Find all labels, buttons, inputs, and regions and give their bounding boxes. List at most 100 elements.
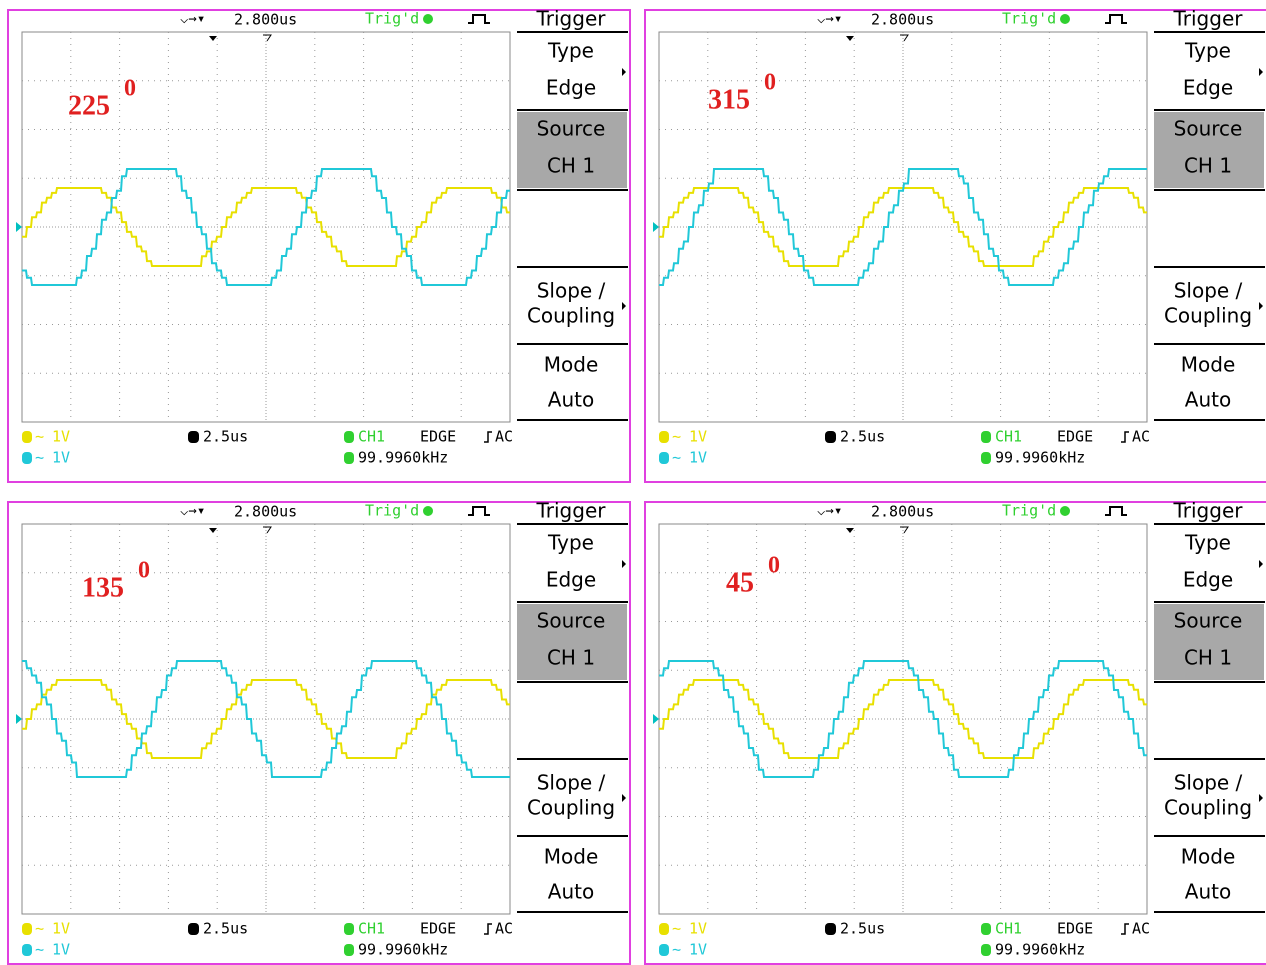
ch-coupling-icon: ∼: [672, 428, 681, 446]
menu-item[interactable]: Slope /Coupling: [1164, 771, 1252, 820]
menu-title: Trigger: [1173, 7, 1244, 31]
phase-label: 135: [82, 572, 124, 603]
menu-label: Slope /: [1174, 771, 1243, 795]
phase-label: 45: [726, 567, 754, 598]
menu-value: Coupling: [1164, 304, 1252, 328]
timebase: 2.5us: [203, 428, 248, 446]
menu-label: Mode: [1181, 353, 1236, 377]
ch2-badge: [22, 944, 32, 956]
menu-label: Type: [547, 39, 594, 63]
trigger-type: EDGE: [420, 428, 456, 446]
menu-value: Auto: [1185, 388, 1231, 412]
trigger-position-icon: ⌵→▾: [817, 11, 842, 27]
menu-title: Trigger: [536, 499, 607, 523]
ch-coupling-icon: ∼: [672, 920, 681, 938]
menu-label: Mode: [1181, 845, 1236, 869]
frequency-badge: [981, 944, 991, 956]
phase-superscript: 0: [768, 553, 780, 579]
trigger-badge: [981, 923, 991, 935]
trigger-position-icon: ⌵→▾: [180, 11, 205, 27]
timebase: 2.5us: [840, 920, 885, 938]
phase-label: 315: [708, 84, 750, 115]
coupling: AC: [1132, 428, 1150, 446]
ch1-scale: 1V: [52, 428, 70, 446]
timebase: 2.5us: [203, 920, 248, 938]
menu-title: Trigger: [1173, 499, 1244, 523]
ch2-scale: 1V: [689, 941, 707, 959]
ch1-badge: [659, 431, 669, 443]
ch2-scale: 1V: [52, 941, 70, 959]
menu-label: Type: [1184, 531, 1231, 555]
timebase-badge: [825, 923, 836, 935]
scope-panel: 1350⌵→▾2.800usTrig'dTriggerTypeEdgeSourc…: [8, 499, 630, 965]
menu-value: Auto: [548, 880, 594, 904]
menu-value: Edge: [546, 568, 596, 592]
menu-value: Edge: [546, 76, 596, 100]
trigger-status: Trig'd: [365, 10, 419, 28]
ch2-badge: [22, 452, 32, 464]
ch2-scale: 1V: [52, 449, 70, 467]
menu-value: Coupling: [527, 304, 615, 328]
frequency-badge: [344, 944, 354, 956]
menu-label: Type: [547, 531, 594, 555]
scope-panel: 225 0 ⌵→▾ 2.800us Trig'd Trigger Type Edge Sourc…: [8, 7, 630, 483]
trigger-status-dot: [423, 506, 433, 516]
menu-value: CH 1: [547, 646, 595, 670]
panel-border: [8, 502, 630, 964]
menu-label: Source: [537, 609, 606, 633]
ch-coupling-icon: ∼: [35, 920, 44, 938]
scope-panel: 450⌵→▾2.800usTrig'dTriggerTypeEdgeSource…: [645, 499, 1266, 965]
menu-value: CH 1: [547, 154, 595, 178]
menu-value: Edge: [1183, 568, 1233, 592]
menu-item[interactable]: Slope /Coupling: [527, 279, 615, 328]
menu-label: Source: [537, 117, 606, 141]
ch2-badge: [659, 452, 669, 464]
frequency: 99.9960kHz: [358, 941, 448, 959]
frequency-badge: [981, 452, 991, 464]
trigger-badge: [981, 431, 991, 443]
ch1-badge: [659, 923, 669, 935]
trigger-status: Trig'd: [1002, 502, 1056, 520]
phase-superscript: 0: [124, 76, 136, 102]
frequency: 99.9960kHz: [358, 449, 448, 467]
menu-item[interactable]: Slope /Coupling: [527, 771, 615, 820]
menu-title: Trigger: [536, 7, 607, 31]
menu-value: Coupling: [527, 796, 615, 820]
menu-label: Mode: [544, 845, 599, 869]
menu-value: Coupling: [1164, 796, 1252, 820]
trigger-type: EDGE: [1057, 920, 1093, 938]
trigger-position-icon: ⌵→▾: [817, 503, 842, 519]
phase-superscript: 0: [138, 558, 150, 584]
coupling: AC: [1132, 920, 1150, 938]
trigger-status: Trig'd: [1002, 10, 1056, 28]
menu-label: Slope /: [537, 771, 606, 795]
ch-coupling-icon: ∼: [35, 449, 44, 467]
trigger-position-icon: ⌵→▾: [180, 503, 205, 519]
menu-label: Slope /: [537, 279, 606, 303]
panel-border: [645, 10, 1266, 482]
menu-label: Source: [1174, 609, 1243, 633]
menu-label: Type: [1184, 39, 1231, 63]
trigger-source: CH1: [358, 920, 385, 938]
ch1-scale: 1V: [52, 920, 70, 938]
trigger-position: 2.800us: [234, 503, 297, 521]
ch1-scale: 1V: [689, 920, 707, 938]
panel-border: [8, 10, 630, 482]
trigger-status-dot: [1060, 14, 1070, 24]
menu-item[interactable]: Slope /Coupling: [1164, 279, 1252, 328]
phase-label: 225: [68, 90, 110, 121]
menu-value: CH 1: [1184, 646, 1232, 670]
timebase-badge: [188, 431, 199, 443]
scope-panel: 3150⌵→▾2.800usTrig'dTriggerTypeEdgeSourc…: [645, 7, 1266, 483]
trigger-type: EDGE: [1057, 428, 1093, 446]
screen: 225 0 ⌵→▾ 2.800us Trig'd Trigger Type Edge Sourc…: [0, 0, 1266, 965]
timebase: 2.5us: [840, 428, 885, 446]
trigger-position: 2.800us: [234, 11, 297, 29]
trigger-source: CH1: [995, 920, 1022, 938]
frequency: 99.9960kHz: [995, 941, 1085, 959]
trigger-position: 2.800us: [871, 11, 934, 29]
menu-label: Slope /: [1174, 279, 1243, 303]
trigger-status-dot: [423, 14, 433, 24]
ch1-scale: 1V: [689, 428, 707, 446]
trigger-badge: [344, 923, 354, 935]
